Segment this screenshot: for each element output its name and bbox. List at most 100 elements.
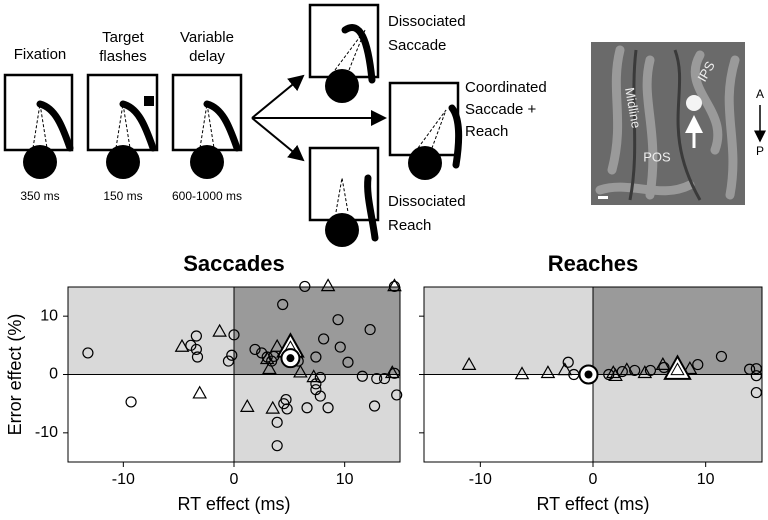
data-point [368,400,381,412]
data-point [378,372,391,385]
brain-label: Midline [622,86,644,129]
data-point [226,349,238,361]
data-point [310,351,322,363]
data-point [750,370,762,382]
brain-image [591,42,745,205]
data-point [271,416,283,428]
data-point [658,361,670,374]
data-point [320,278,336,292]
data-point [212,323,227,337]
data-point [461,356,477,370]
quadrant [234,287,400,375]
orientation-label: P [756,144,764,158]
data-point [629,364,641,377]
stage-label: delay [189,48,225,65]
data-point [682,361,698,375]
data-point [750,386,762,399]
data-point [342,356,354,368]
data-point [191,351,204,363]
data-point [314,390,326,402]
outcome-label: Dissociated [388,13,466,30]
outcome-label: Coordinated [465,79,547,96]
data-point [387,278,402,292]
duration: 150 ms [103,189,142,203]
data-point [190,343,202,356]
x-tick-label: 0 [230,471,239,488]
data-point [540,365,556,379]
orientation-label: A [756,87,764,101]
outcome-label: Dissociated [388,193,466,210]
mean-point-core [286,354,295,363]
quadrant [234,374,400,462]
x-axis-label: RT effect (ms) [177,494,290,514]
data-point [514,366,530,380]
data-point [192,385,208,399]
chart-title: Reaches [548,251,639,276]
data-point [306,369,322,383]
data-point [388,280,401,293]
data-point [557,362,573,376]
data-point [715,350,728,363]
x-tick-label: 0 [589,471,598,488]
quadrant [424,287,593,375]
data-point [391,389,403,401]
data-point [608,368,623,382]
data-point [125,396,137,408]
mean-point-core [670,362,685,376]
data-point [301,402,313,414]
y-tick-label: 10 [40,307,58,324]
data-point [259,351,275,365]
data-point [293,364,308,378]
mean-point-core [584,370,593,379]
x-tick-label: 10 [697,471,715,488]
x-tick-label: 10 [336,471,354,488]
task-diagram [3,3,463,247]
stage-label: Target [102,29,145,46]
data-point [222,355,235,367]
brain-label: POS [643,149,671,164]
data-point [269,338,285,352]
data-point [619,362,635,376]
data-point [262,361,277,375]
data-point [750,363,762,375]
data-point [280,393,292,406]
data-point [249,343,261,356]
y-tick-label: 0 [49,366,58,383]
data-point [384,365,400,379]
duration: 350 ms [20,189,59,203]
data-point [371,372,383,385]
data-point [356,370,368,382]
x-axis-label: RT effect (ms) [536,494,649,514]
data-point [271,440,283,452]
data-point [228,329,240,341]
data-point [322,402,334,414]
stage-label: flashes [99,48,147,65]
data-point [82,347,94,359]
data-point [174,338,190,352]
duration: 600-1000 ms [172,189,242,203]
data-point [190,330,202,342]
quadrant [593,374,762,462]
data-point [277,298,289,311]
data-point [388,367,401,379]
data-point [655,356,671,370]
outcome-label: Saccade + [465,101,537,118]
y-axis-label: Error effect (%) [5,314,25,436]
y-tick-label: -10 [35,424,58,441]
data-point [562,356,574,368]
data-point [265,400,281,414]
data-point [185,339,197,351]
data-point [744,363,756,375]
x-tick-label: -10 [469,471,492,488]
outcome-label: Saccade [388,37,446,54]
data-point [299,280,311,293]
data-point [334,341,346,353]
mean-point [663,354,692,380]
stage-label: Fixation [14,46,67,63]
data-point [692,358,704,371]
stage-label: Variable [180,29,234,46]
data-point [603,368,615,381]
outcome-label: Reach [465,123,508,140]
data-point [318,333,330,345]
